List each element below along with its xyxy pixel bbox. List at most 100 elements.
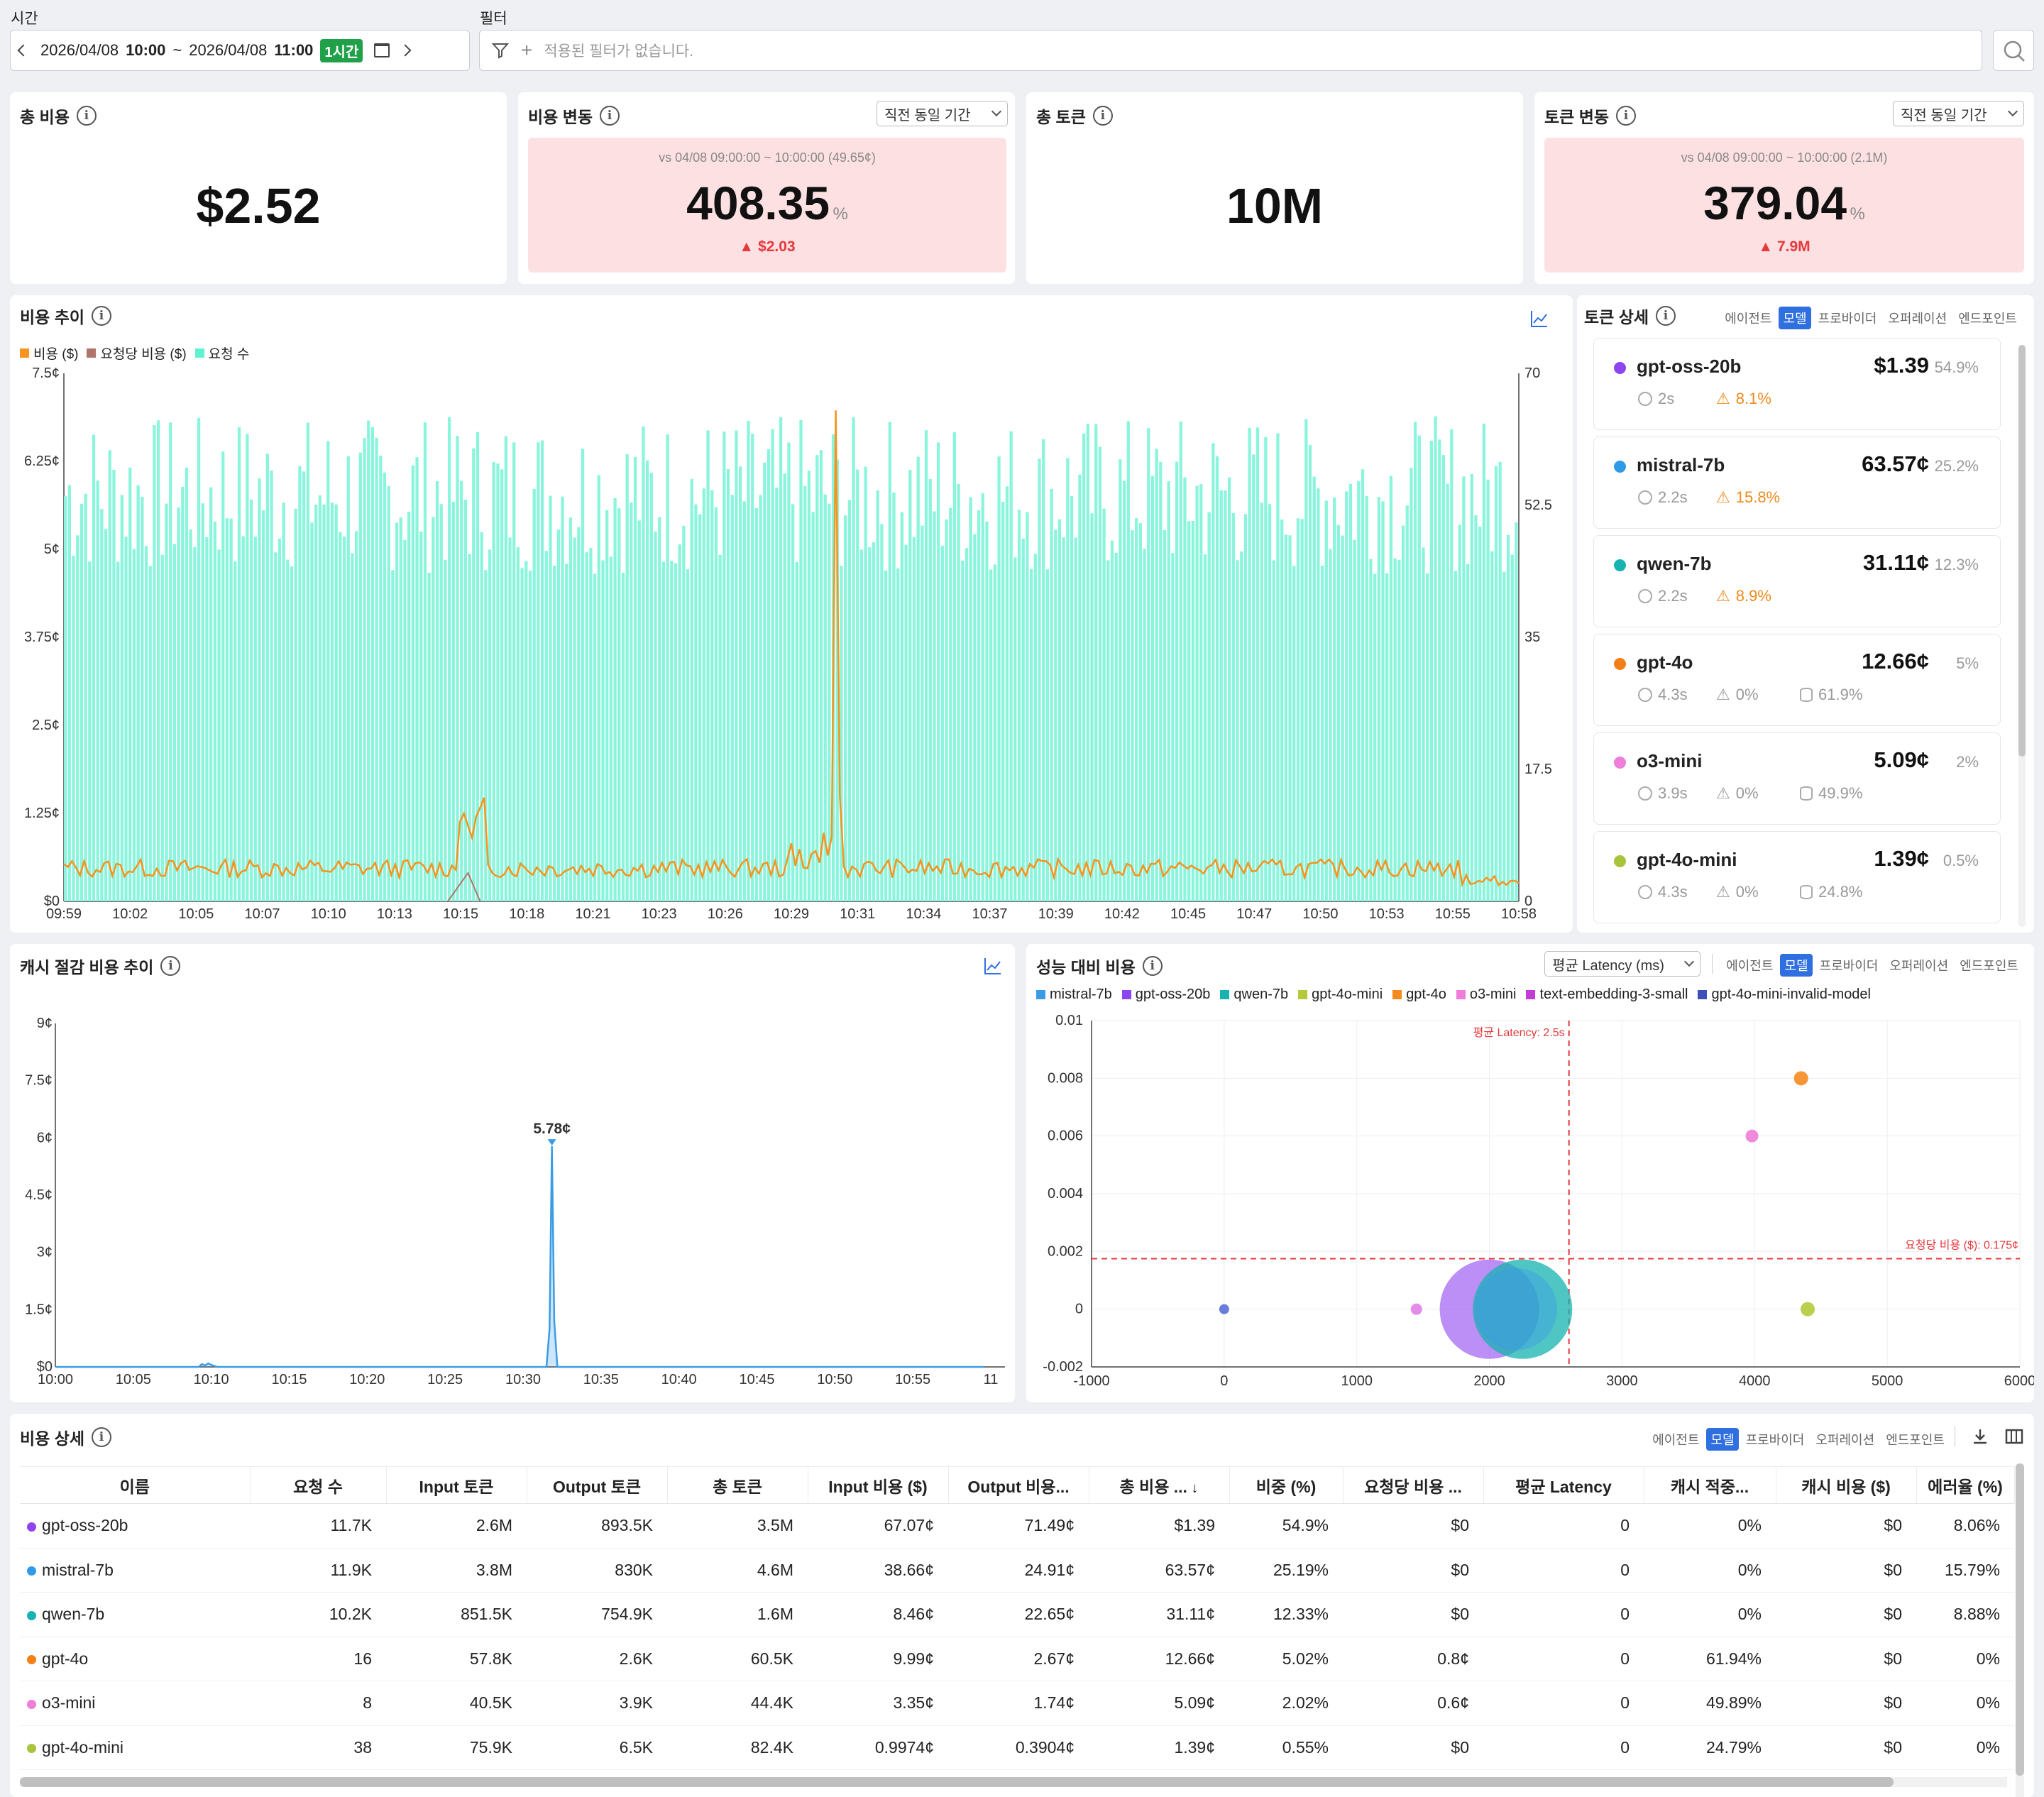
filter-input[interactable]: + 적용된 필터가 없습니다. — [479, 30, 1982, 71]
table-row[interactable]: o3-mini 8 40.5K 3.9K 44.4K 3.35¢ 1.74¢ 5.09¢ 2.0… — [20, 1681, 2014, 1726]
point-text-embedding-3-small[interactable] — [1410, 1303, 1422, 1315]
column-header[interactable]: 에러율 (%) — [1916, 1466, 2015, 1504]
model-card-gpt-oss-20b[interactable]: gpt-oss-20b $1.39 54.9% 2s ⚠ 8.1% — [1593, 338, 2001, 430]
column-header[interactable]: 이름 — [20, 1466, 251, 1504]
table-cell: $0 — [1776, 1592, 1916, 1637]
search-button[interactable] — [1993, 30, 2034, 71]
model-share: 25.2% — [1934, 457, 1979, 475]
tab-endpoint[interactable]: 엔드포인트 — [1958, 312, 2017, 326]
table-hscrollbar[interactable] — [20, 1777, 2007, 1787]
column-header[interactable]: 총 비용 ... ↓ — [1089, 1466, 1230, 1504]
request-bar — [872, 542, 876, 901]
cost-compare-dropdown[interactable]: 직전 동일 기간 — [877, 101, 1008, 126]
legend-cost[interactable]: 비용 ($) — [20, 344, 78, 363]
column-header[interactable]: 캐시 비용 ($) — [1776, 1466, 1917, 1504]
add-filter-icon[interactable]: + — [521, 39, 533, 61]
token-compare-dropdown[interactable]: 직전 동일 기간 — [1893, 101, 2024, 126]
column-header[interactable]: Output 비용... — [948, 1466, 1089, 1504]
table-cell: $0 — [1776, 1637, 1916, 1681]
column-header[interactable]: 요청당 비용 ... — [1343, 1466, 1484, 1504]
info-icon[interactable]: i — [1616, 106, 1637, 126]
point-qwen-7b[interactable] — [1473, 1259, 1573, 1359]
table-row[interactable]: gpt-4o-mini 38 75.9K 6.5K 82.4K 0.9974¢ 0.3904… — [20, 1725, 2014, 1770]
model-card-gpt-4o-mini[interactable]: gpt-4o-mini 1.39¢ 0.5% 4.3s ⚠ 0% 24.8% — [1593, 831, 2001, 923]
tab-agent[interactable]: 에이전트 — [1652, 1433, 1700, 1447]
range-badge[interactable]: 1시간 — [320, 38, 363, 62]
table-vscrollbar[interactable] — [2016, 1463, 2024, 1797]
table-row[interactable]: gpt-4o 16 57.8K 2.6K 60.5K 9.99¢ 2.67¢ 12.66¢ 5.… — [20, 1637, 2014, 1681]
tab-operation[interactable]: 오퍼레이션 — [1889, 959, 1949, 973]
column-header[interactable]: 총 토큰 — [667, 1466, 808, 1504]
info-icon[interactable]: i — [1656, 306, 1676, 326]
columns-icon[interactable] — [2004, 1427, 2024, 1446]
column-header[interactable]: 평균 Latency — [1483, 1466, 1644, 1504]
tab-model[interactable]: 모델 — [1706, 1428, 1739, 1451]
model-error-rate: ⚠ 0% — [1716, 883, 1759, 901]
tab-provider[interactable]: 프로바이더 — [1819, 959, 1879, 973]
model-card-gpt-4o[interactable]: gpt-4o 12.66¢ 5% 4.3s ⚠ 0% 61.9% — [1593, 634, 2001, 726]
request-bar — [807, 471, 811, 901]
tab-provider[interactable]: 프로바이더 — [1818, 312, 1877, 326]
cache-trend-chart[interactable]: 9¢ 7.5¢ 6¢ 4.5¢ 3¢ 1.5¢ $010:00 10:05 10:10 10:15… — [10, 944, 1015, 1402]
point-o3-mini[interactable] — [1745, 1129, 1759, 1143]
tab-operation[interactable]: 오퍼레이션 — [1815, 1433, 1875, 1447]
legend-o3-mini[interactable]: o3-mini — [1456, 987, 1516, 1003]
prev-range-icon[interactable] — [17, 44, 30, 57]
legend-text-embedding-3-small[interactable]: text-embedding-3-small — [1526, 987, 1688, 1003]
model-card-mistral-7b[interactable]: mistral-7b 63.57¢ 25.2% 2.2s ⚠ 15.8% — [1593, 436, 2001, 529]
table-row[interactable]: mistral-7b 11.9K 3.8M 830K 4.6M 38.66¢ 24.91¢ 6… — [20, 1548, 2014, 1593]
time-range-picker[interactable]: 2026/04/08 10:00 ~ 2026/04/08 11:00 1시간 — [10, 30, 470, 71]
info-icon[interactable]: i — [1142, 956, 1163, 976]
legend-per-request[interactable]: 요청당 비용 ($) — [87, 344, 187, 363]
column-header[interactable]: Input 비용 ($) — [808, 1466, 949, 1504]
request-bar — [1224, 490, 1227, 901]
calendar-icon[interactable] — [374, 43, 390, 57]
column-header[interactable]: 요청 수 — [250, 1466, 387, 1504]
x-tick-label: 10:53 — [1369, 906, 1405, 922]
legend-gpt-4o[interactable]: gpt-4o — [1392, 987, 1446, 1003]
request-bar — [492, 461, 495, 901]
scrollbar[interactable] — [2018, 345, 2026, 927]
column-header[interactable]: 캐시 적중... — [1644, 1466, 1776, 1504]
tab-agent[interactable]: 에이전트 — [1726, 959, 1774, 973]
tab-model[interactable]: 모델 — [1780, 954, 1813, 977]
point-gpt-4o-mini[interactable] — [1801, 1302, 1815, 1317]
next-range-icon[interactable] — [399, 44, 412, 57]
tab-endpoint[interactable]: 엔드포인트 — [1960, 959, 2018, 973]
cost-trend-chart[interactable]: 7.5¢ 6.25¢ 5¢ 3.75¢ 2.5¢ 1.25¢ $0 70 52.5 35 17.5 0… — [10, 295, 1573, 933]
point-gpt-4o-mini-invalid-model[interactable] — [1219, 1304, 1229, 1314]
tab-model[interactable]: 모델 — [1779, 307, 1811, 329]
info-icon[interactable]: i — [76, 106, 97, 126]
column-header[interactable]: 비중 (%) — [1229, 1466, 1344, 1504]
tab-endpoint[interactable]: 엔드포인트 — [1886, 1433, 1945, 1447]
chart-type-icon[interactable] — [1529, 308, 1550, 329]
tab-agent[interactable]: 에이전트 — [1725, 312, 1772, 326]
info-icon[interactable]: i — [1092, 106, 1113, 126]
chart-type-icon[interactable] — [982, 955, 1004, 977]
legend-gpt-4o-mini-invalid-model[interactable]: gpt-4o-mini-invalid-model — [1698, 987, 1871, 1003]
column-header[interactable]: Input 토큰 — [386, 1466, 527, 1504]
column-header[interactable]: Output 토큰 — [527, 1466, 668, 1504]
legend-gpt-4o-mini[interactable]: gpt-4o-mini — [1298, 987, 1383, 1003]
legend-mistral-7b[interactable]: mistral-7b — [1036, 987, 1112, 1003]
point-mistral-7b[interactable] — [1474, 1268, 1557, 1351]
table-row[interactable]: gpt-oss-20b 11.7K 2.6M 893.5K 3.5M 67.07¢ 71.4… — [20, 1503, 2014, 1549]
legend-qwen-7b[interactable]: qwen-7b — [1220, 987, 1288, 1003]
perf-cost-chart[interactable]: -1000 0 1000 2000 3000 4000 5000 6000 0.01 0.008 0… — [1026, 944, 2034, 1402]
table-row[interactable]: qwen-7b 10.2K 851.5K 754.9K 1.6M 8.46¢ 22.65¢ 3… — [20, 1592, 2014, 1637]
info-icon[interactable]: i — [160, 956, 181, 976]
model-card-qwen-7b[interactable]: qwen-7b 31.11¢ 12.3% 2.2s ⚠ 8.9% — [1593, 535, 2001, 627]
sort-desc-icon[interactable]: ↓ — [1187, 1480, 1199, 1496]
info-icon[interactable]: i — [600, 106, 620, 126]
model-card-o3-mini[interactable]: o3-mini 5.09¢ 2% 3.9s ⚠ 0% 49.9% — [1593, 732, 2001, 825]
tab-provider[interactable]: 프로바이더 — [1745, 1433, 1805, 1447]
legend-gpt-oss-20b[interactable]: gpt-oss-20b — [1121, 987, 1210, 1003]
info-icon[interactable]: i — [92, 306, 112, 326]
point-gpt-4o[interactable] — [1793, 1071, 1808, 1086]
download-icon[interactable] — [1970, 1427, 1990, 1446]
request-bar — [456, 436, 459, 901]
tab-operation[interactable]: 오퍼레이션 — [1888, 312, 1947, 326]
perf-metric-dropdown[interactable]: 평균 Latency (ms) — [1544, 951, 1700, 977]
info-icon[interactable]: i — [92, 1427, 112, 1447]
legend-requests[interactable]: 요청 수 — [194, 344, 249, 363]
